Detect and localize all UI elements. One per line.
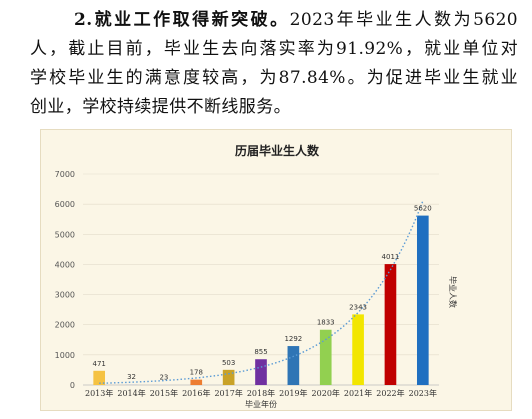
- paragraph-line-2: 人，截止目前，毕业生去向落实率为91.92%，就业单位对: [30, 39, 518, 59]
- x-tick-label: 2021年: [344, 388, 372, 398]
- bar: [93, 370, 106, 385]
- x-tick-label: 2014年: [117, 388, 145, 398]
- bar: [352, 314, 364, 385]
- data-label: 471: [92, 360, 105, 368]
- chart-gridlines: [83, 173, 439, 356]
- bar: [384, 264, 397, 385]
- document-paragraph: 2.就业工作取得新突破。2023年毕业生人数为5620 人，截止目前，毕业生去向…: [30, 6, 518, 122]
- paragraph-text: 2023年毕业生人数为5620: [289, 10, 519, 30]
- y-axis-ticks: 0 1000 2000 3000 4000 5000 6000 7000: [55, 170, 75, 390]
- bar: [319, 329, 332, 385]
- y-tick-label: 0: [70, 381, 75, 390]
- data-label: 855: [254, 348, 267, 356]
- bar: [190, 379, 203, 385]
- data-label: 32: [127, 373, 136, 381]
- data-label: 5620: [414, 205, 432, 213]
- y-tick-label: 7000: [55, 170, 75, 179]
- x-tick-label: 2023年: [409, 388, 437, 398]
- x-tick-label: 2016年: [182, 388, 210, 398]
- y-tick-label: 1000: [55, 351, 75, 360]
- chart-canvas: 历届毕业生人数 0 1000 2000 3000 4000 5000 6000 7000 47…: [55, 143, 458, 409]
- y-tick-label: 5000: [55, 230, 75, 239]
- bar: [416, 215, 429, 385]
- paragraph-line-4: 创业，学校持续提供不断线服务。: [30, 97, 291, 117]
- data-label: 23: [159, 373, 168, 381]
- data-label: 4011: [382, 253, 400, 261]
- x-tick-label: 2020年: [312, 388, 340, 398]
- bar: [125, 384, 138, 385]
- x-tick-label: 2015年: [150, 388, 178, 398]
- x-tick-label: 2022年: [376, 388, 404, 398]
- x-axis-label: 毕业年份: [245, 399, 277, 409]
- y-tick-label: 6000: [55, 200, 75, 209]
- y-tick-label: 3000: [55, 291, 75, 300]
- data-label: 503: [222, 359, 235, 367]
- paragraph-line-3: 学校毕业生的满意度较高，为87.84%。为促进毕业生就业: [30, 68, 518, 88]
- data-label: 178: [190, 369, 203, 377]
- data-labels: 471 32 23 178 503 855 1292 1833 2343 4011 5620: [92, 205, 431, 382]
- chart-bars: [93, 215, 429, 385]
- paragraph-line-1: 2.就业工作取得新突破。2023年毕业生人数为5620: [30, 6, 518, 35]
- x-tick-label: 2019年: [279, 388, 307, 398]
- y-axis-label: 毕业人数: [448, 276, 458, 308]
- bar: [158, 384, 170, 385]
- graduates-chart: 历届毕业生人数 0 1000 2000 3000 4000 5000 6000 7000 47…: [40, 129, 512, 411]
- bar: [222, 369, 235, 385]
- x-axis-categories: 2013年 2014年 2015年 2016年 2017年 2018年 2019年 2020年…: [85, 388, 437, 398]
- x-tick-label: 2017年: [214, 388, 242, 398]
- trend-line: [99, 200, 424, 384]
- bar: [255, 359, 267, 385]
- y-tick-label: 2000: [55, 321, 75, 330]
- chart-title: 历届毕业生人数: [235, 143, 320, 158]
- data-label: 2343: [349, 303, 367, 311]
- data-label: 1292: [284, 335, 302, 343]
- y-tick-label: 4000: [55, 260, 75, 269]
- section-heading: 2.就业工作取得新突破。: [74, 10, 290, 30]
- x-tick-label: 2018年: [247, 388, 275, 398]
- bar: [287, 346, 300, 385]
- data-label: 1833: [317, 319, 335, 327]
- x-tick-label: 2013年: [85, 388, 113, 398]
